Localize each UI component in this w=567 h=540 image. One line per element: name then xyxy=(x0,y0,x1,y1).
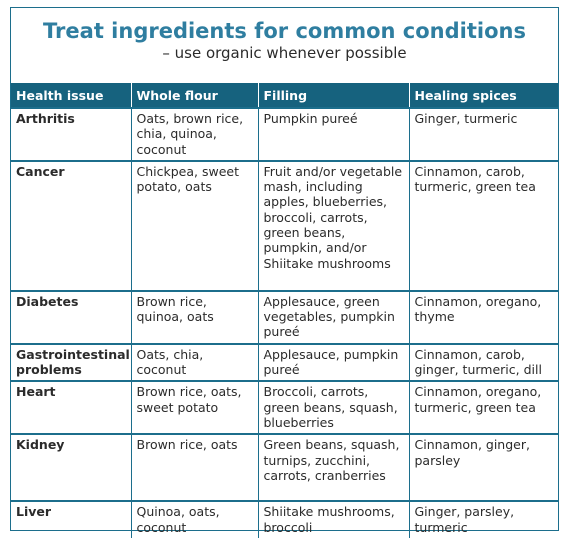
ingredients-table: Health issue Whole flour Filling Healing… xyxy=(11,83,558,539)
page-title: Treat ingredients for common conditions xyxy=(43,19,526,43)
whole-flour-cell: Oats, brown rice, chia, quinoa, coconut xyxy=(130,107,258,161)
table-row: Diabetes Brown rice, quinoa, oats Apples… xyxy=(11,289,558,344)
filling-cell: Broccoli, carrots, green beans, squash, … xyxy=(257,380,409,435)
health-issue-cell: Gastrointestinal problems xyxy=(11,342,131,382)
healing-spices-cell: Ginger, parsley, turmeric xyxy=(408,500,558,539)
table-row: Kidney Brown rice, oats Green beans, squ… xyxy=(11,433,558,502)
whole-flour-cell: Brown rice, oats xyxy=(130,433,258,502)
healing-spices-cell: Cinnamon, carob, turmeric, green tea xyxy=(408,159,558,291)
whole-flour-cell: Oats, chia, coconut xyxy=(130,342,258,382)
table-row: Cancer Chickpea, sweet potato, oats Frui… xyxy=(11,159,558,291)
filling-cell: Applesauce, green vegetables, pumpkin pu… xyxy=(257,289,409,344)
filling-cell: Green beans, squash, turnips, zucchini, … xyxy=(257,433,409,502)
table-row: Liver Quinoa, oats, coconut Shiitake mus… xyxy=(11,500,558,539)
whole-flour-cell: Quinoa, oats, coconut xyxy=(130,500,258,539)
health-issue-cell: Cancer xyxy=(11,159,131,291)
health-issue-cell: Liver xyxy=(11,500,131,539)
table-row: Gastrointestinal problems Oats, chia, co… xyxy=(11,342,558,382)
page-subtitle: – use organic whenever possible xyxy=(162,44,407,62)
whole-flour-cell: Brown rice, oats, sweet potato xyxy=(130,380,258,435)
health-issue-cell: Arthritis xyxy=(11,107,131,161)
column-header-filling: Filling xyxy=(257,83,409,108)
column-header-whole-flour: Whole flour xyxy=(130,83,258,108)
table-row: Arthritis Oats, brown rice, chia, quinoa… xyxy=(11,107,558,161)
filling-cell: Applesauce, pumpkin pureé xyxy=(257,342,409,382)
healing-spices-cell: Cinnamon, ginger, parsley xyxy=(408,433,558,502)
table-row: Heart Brown rice, oats, sweet potato Bro… xyxy=(11,380,558,435)
healing-spices-cell: Cinnamon, carob, ginger, turmeric, dill xyxy=(408,342,558,382)
filling-cell: Pumpkin pureé xyxy=(257,107,409,161)
healing-spices-cell: Ginger, turmeric xyxy=(408,107,558,161)
column-header-health-issue: Health issue xyxy=(11,83,131,108)
health-issue-cell: Diabetes xyxy=(11,289,131,344)
whole-flour-cell: Chickpea, sweet potato, oats xyxy=(130,159,258,291)
filling-cell: Fruit and/or vegetable mash, including a… xyxy=(257,159,409,291)
ingredients-card: Treat ingredients for common conditions … xyxy=(10,7,559,539)
health-issue-cell: Kidney xyxy=(11,433,131,502)
filling-cell: Shiitake mushrooms, broccoli xyxy=(257,500,409,539)
health-issue-cell: Heart xyxy=(11,380,131,435)
table-header-row: Health issue Whole flour Filling Healing… xyxy=(11,83,558,108)
healing-spices-cell: Cinnamon, oregano, turmeric, green tea xyxy=(408,380,558,435)
whole-flour-cell: Brown rice, quinoa, oats xyxy=(130,289,258,344)
healing-spices-cell: Cinnamon, oregano, thyme xyxy=(408,289,558,344)
column-header-healing-spices: Healing spices xyxy=(408,83,558,108)
